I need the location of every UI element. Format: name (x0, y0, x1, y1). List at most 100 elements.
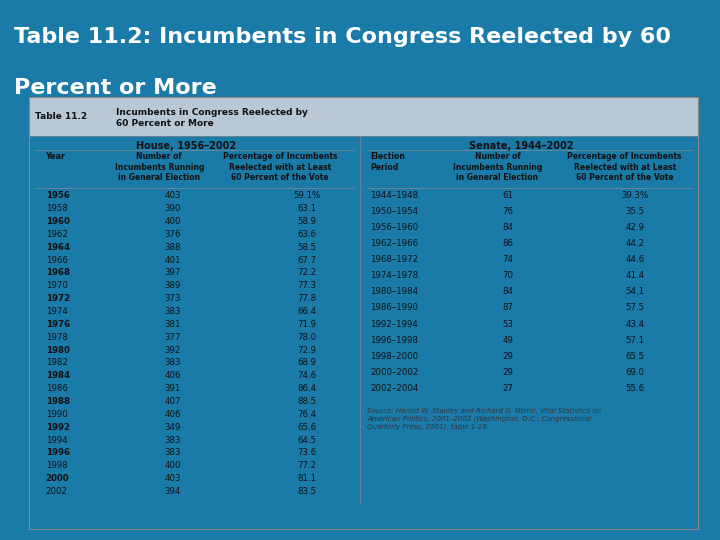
Text: 44.2: 44.2 (625, 239, 644, 248)
Text: 39.3%: 39.3% (621, 191, 649, 200)
Text: 377: 377 (164, 333, 181, 342)
Text: Percentage of Incumbents
Reelected with at Least
60 Percent of the Vote: Percentage of Incumbents Reelected with … (567, 152, 682, 183)
Text: 64.5: 64.5 (297, 436, 316, 444)
Text: 1962: 1962 (45, 230, 68, 239)
Text: Percent or More: Percent or More (14, 78, 217, 98)
Text: 66.4: 66.4 (297, 307, 316, 316)
Text: 1980–1984: 1980–1984 (370, 287, 418, 296)
Text: 60 Percent or More: 60 Percent or More (116, 119, 214, 129)
Text: 65.5: 65.5 (625, 352, 644, 361)
Text: 86.4: 86.4 (297, 384, 316, 393)
Text: 383: 383 (164, 307, 181, 316)
Text: 2000: 2000 (45, 474, 69, 483)
Text: 1992: 1992 (45, 423, 70, 431)
Text: 57.1: 57.1 (625, 335, 644, 345)
Text: 1944–1948: 1944–1948 (370, 191, 418, 200)
Text: 1986: 1986 (45, 384, 68, 393)
Text: Table 11.2: Incumbents in Congress Reelected by 60: Table 11.2: Incumbents in Congress Reele… (14, 27, 671, 47)
Text: Percentage of Incumbents
Reelected with at Least
60 Percent of the Vote: Percentage of Incumbents Reelected with … (222, 152, 337, 183)
Text: 43.4: 43.4 (625, 320, 644, 328)
Text: 69.0: 69.0 (625, 368, 644, 376)
Text: 61: 61 (502, 191, 513, 200)
Text: 49: 49 (502, 335, 513, 345)
Text: 63.6: 63.6 (297, 230, 316, 239)
Text: 57.5: 57.5 (625, 303, 644, 313)
Text: 389: 389 (165, 281, 181, 291)
Text: 381: 381 (164, 320, 181, 329)
Text: 392: 392 (165, 346, 181, 355)
Text: 77.2: 77.2 (297, 461, 316, 470)
Text: 76.4: 76.4 (297, 410, 316, 419)
Text: 35.5: 35.5 (625, 207, 644, 217)
Text: 81.1: 81.1 (297, 474, 316, 483)
Text: 87: 87 (502, 303, 513, 313)
Text: 77.3: 77.3 (297, 281, 316, 291)
Text: 383: 383 (164, 448, 181, 457)
Text: 406: 406 (164, 372, 181, 380)
Text: 2002–2004: 2002–2004 (370, 383, 418, 393)
Text: 1982: 1982 (45, 359, 68, 367)
Text: 1968: 1968 (45, 268, 70, 278)
Text: Senate, 1944–2002: Senate, 1944–2002 (469, 141, 573, 151)
Text: 84: 84 (502, 287, 513, 296)
Text: 1998–2000: 1998–2000 (370, 352, 418, 361)
Text: 397: 397 (165, 268, 181, 278)
Text: 73.6: 73.6 (297, 448, 316, 457)
Text: Number of
Incumbents Running
in General Election: Number of Incumbents Running in General … (453, 152, 542, 183)
Text: 2000–2002: 2000–2002 (370, 368, 418, 376)
Text: 1956: 1956 (45, 191, 69, 200)
Text: 1988: 1988 (45, 397, 70, 406)
Text: Election
Period: Election Period (370, 152, 405, 172)
Text: 394: 394 (165, 487, 181, 496)
Text: 376: 376 (164, 230, 181, 239)
Text: 390: 390 (165, 204, 181, 213)
Text: 1966: 1966 (45, 255, 68, 265)
Text: 70: 70 (502, 272, 513, 280)
Text: 44.6: 44.6 (625, 255, 644, 265)
Text: 406: 406 (164, 410, 181, 419)
Text: 1992–1994: 1992–1994 (370, 320, 418, 328)
Text: 1960: 1960 (45, 217, 69, 226)
Text: 41.4: 41.4 (625, 272, 644, 280)
Text: 63.1: 63.1 (297, 204, 316, 213)
Text: 1978: 1978 (45, 333, 68, 342)
Text: 74: 74 (502, 255, 513, 265)
Text: 349: 349 (165, 423, 181, 431)
Text: 391: 391 (165, 384, 181, 393)
Text: 54.1: 54.1 (625, 287, 644, 296)
Text: 400: 400 (164, 217, 181, 226)
Text: 84: 84 (502, 224, 513, 232)
Text: 383: 383 (164, 436, 181, 444)
Text: 68.9: 68.9 (297, 359, 316, 367)
Text: 401: 401 (164, 255, 181, 265)
Text: House, 1956–2002: House, 1956–2002 (136, 141, 236, 151)
Text: 71.9: 71.9 (297, 320, 316, 329)
Text: 55.6: 55.6 (625, 383, 644, 393)
Text: Number of
Incumbents Running
in General Election: Number of Incumbents Running in General … (114, 152, 204, 183)
Text: 1962–1966: 1962–1966 (370, 239, 418, 248)
Text: 403: 403 (164, 191, 181, 200)
Text: Table 11.2: Table 11.2 (35, 112, 88, 121)
Text: 76: 76 (502, 207, 513, 217)
Text: 59.1%: 59.1% (293, 191, 320, 200)
Text: 1964: 1964 (45, 243, 70, 252)
Text: 67.7: 67.7 (297, 255, 316, 265)
FancyBboxPatch shape (29, 97, 698, 136)
Text: 58.9: 58.9 (297, 217, 316, 226)
Text: 2002: 2002 (45, 487, 68, 496)
Text: 403: 403 (164, 474, 181, 483)
Text: Source: Harold W. Stanley and Richard G. Niemi, Vital Statistics on
American Pol: Source: Harold W. Stanley and Richard G.… (367, 408, 601, 430)
Text: 58.5: 58.5 (297, 243, 316, 252)
Text: 1976: 1976 (45, 320, 70, 329)
Text: 1968–1972: 1968–1972 (370, 255, 418, 265)
Text: 1998: 1998 (45, 461, 67, 470)
Text: 1974–1978: 1974–1978 (370, 272, 418, 280)
Text: 29: 29 (502, 368, 513, 376)
Text: 407: 407 (164, 397, 181, 406)
Text: 27: 27 (502, 383, 513, 393)
Text: 1980: 1980 (45, 346, 69, 355)
Text: 1970: 1970 (45, 281, 68, 291)
Text: 1996: 1996 (45, 448, 70, 457)
Text: 86: 86 (502, 239, 513, 248)
Text: 1984: 1984 (45, 372, 70, 380)
